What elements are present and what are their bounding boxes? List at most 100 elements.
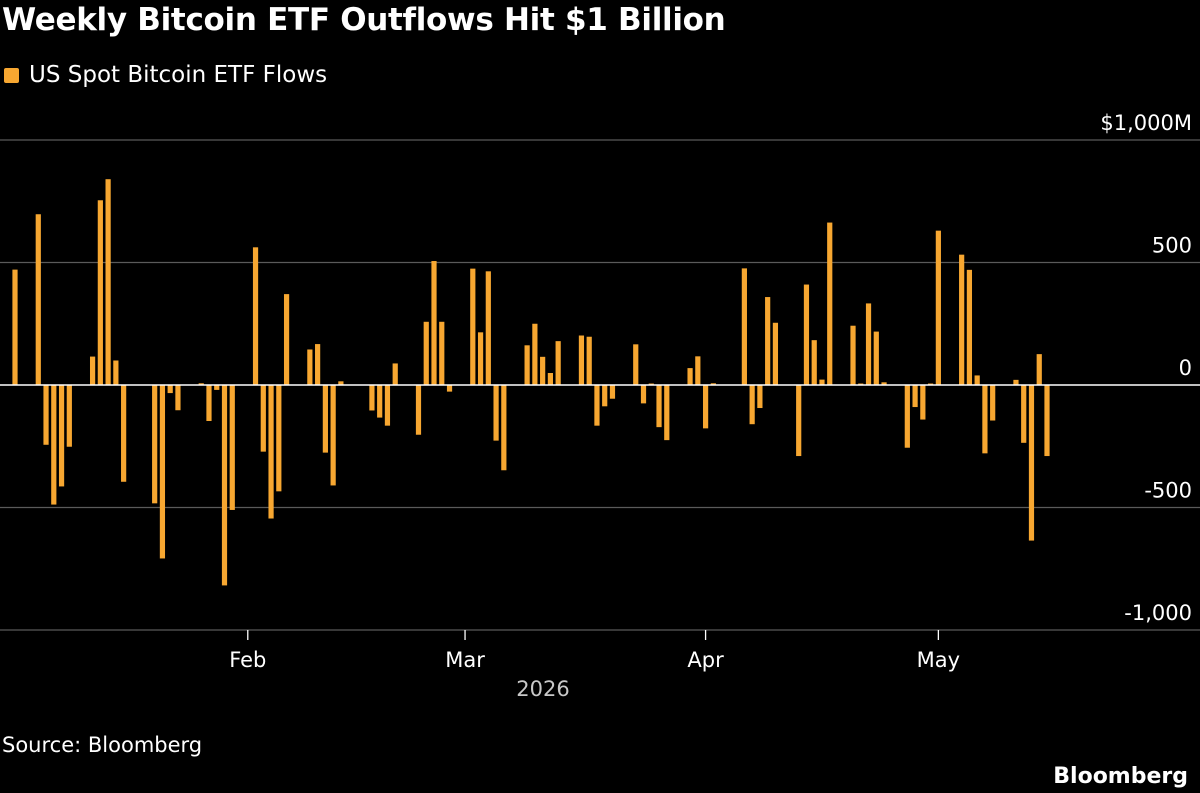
legend: US Spot Bitcoin ETF Flows [4, 62, 327, 88]
bar [803, 284, 810, 385]
source-note: Source: Bloomberg [2, 733, 203, 757]
bar [268, 385, 274, 519]
bar [865, 303, 872, 385]
bar [687, 368, 693, 385]
bar [283, 294, 290, 385]
bar [578, 335, 585, 385]
bar [757, 385, 763, 409]
bar [796, 385, 802, 457]
bar [214, 385, 220, 390]
bar [446, 385, 453, 392]
bar [594, 385, 600, 426]
bar [904, 385, 910, 448]
bar [198, 383, 204, 385]
bar [167, 385, 173, 394]
bar [772, 322, 779, 385]
y-tick-label: $1,000M [1100, 111, 1192, 135]
bar [105, 179, 111, 385]
bar [881, 382, 887, 385]
bar [121, 385, 127, 482]
bar [586, 336, 592, 385]
bar [640, 385, 647, 404]
bar [338, 381, 344, 385]
bar [97, 200, 103, 385]
bar [58, 385, 65, 487]
tick-labels: $1,000M 500 0 -500 -1,000 Feb Mar Apr May 2026 [229, 111, 1192, 701]
bar [633, 344, 639, 385]
bar [175, 385, 181, 411]
legend-label: US Spot Bitcoin ETF Flows [29, 62, 328, 88]
bar [307, 349, 313, 385]
bar [765, 297, 771, 385]
y-tick-label: -500 [1144, 479, 1192, 503]
bar [555, 341, 561, 385]
bar [477, 332, 484, 385]
bar [152, 385, 158, 504]
bar [702, 385, 709, 429]
bar [873, 331, 879, 385]
bar [710, 383, 716, 385]
chart-title: Weekly Bitcoin ETF Outflows Hit $1 Billi… [2, 2, 726, 38]
y-tick-label: 500 [1152, 234, 1192, 258]
bar [322, 385, 328, 453]
grid-lines [0, 139, 1200, 631]
bar [369, 385, 375, 411]
bar [330, 385, 336, 486]
bar [221, 385, 228, 586]
bar [850, 325, 856, 385]
bar [547, 373, 553, 385]
bar [493, 385, 499, 441]
bar [819, 379, 825, 385]
x-axis-year-label: 2026 [516, 677, 569, 701]
bar [959, 254, 965, 385]
bar [695, 356, 701, 385]
bar [749, 385, 755, 425]
bar [1028, 385, 1035, 541]
bar [35, 214, 41, 385]
bar [113, 360, 119, 385]
bar [920, 385, 926, 420]
bar [1044, 385, 1050, 457]
bar [1036, 354, 1042, 385]
bar [524, 345, 530, 385]
bar [935, 230, 941, 385]
legend-swatch [4, 67, 19, 83]
bar [377, 385, 383, 418]
bar [431, 261, 437, 385]
bar [159, 385, 166, 559]
bar [827, 222, 833, 385]
bar [811, 340, 817, 385]
bar [206, 385, 212, 422]
bar [276, 385, 282, 492]
bar [532, 323, 538, 385]
x-tick-label: Apr [687, 648, 724, 672]
bar [439, 321, 445, 385]
bar [423, 321, 429, 385]
bar [252, 247, 259, 385]
bar [609, 385, 616, 399]
bar [912, 385, 918, 408]
bar [664, 385, 670, 441]
bar [89, 356, 96, 385]
bar [66, 385, 72, 447]
bar [501, 385, 507, 471]
bar [485, 271, 491, 385]
bar [392, 363, 398, 385]
bar [966, 269, 973, 385]
bar [602, 385, 608, 407]
bar [229, 385, 235, 510]
bar [384, 385, 391, 426]
bars [12, 179, 1050, 586]
axes [0, 384, 1200, 640]
bar [982, 385, 988, 454]
bar [974, 375, 980, 385]
x-tick-label: May [917, 648, 960, 672]
x-tick-label: Feb [229, 648, 266, 672]
bar [260, 385, 266, 452]
bar [415, 385, 422, 435]
brand-logo: Bloomberg [1053, 764, 1188, 789]
y-tick-label: -1,000 [1124, 601, 1192, 625]
x-tick-label: Mar [445, 648, 485, 672]
bar [741, 268, 747, 385]
